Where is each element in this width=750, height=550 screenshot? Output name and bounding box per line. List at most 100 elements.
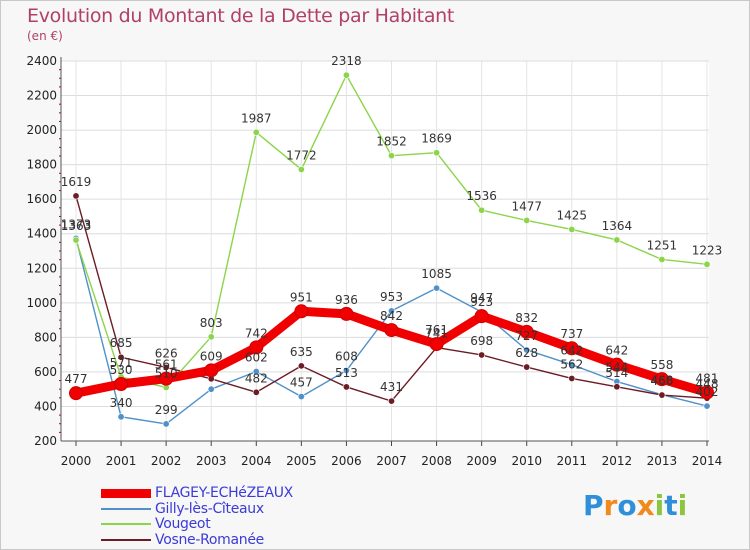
data-point [474, 309, 489, 324]
legend-label: FLAGEY-ECHéZEAUX [155, 485, 293, 501]
data-point [342, 367, 350, 375]
data-label: 1223 [692, 243, 723, 257]
y-tick-label: 2200 [26, 89, 57, 103]
data-point [72, 236, 80, 244]
data-label: 448 [696, 377, 719, 391]
data-label: 628 [515, 346, 538, 360]
data-point [117, 413, 125, 421]
data-point [114, 377, 129, 391]
data-point [613, 383, 621, 391]
data-label: 626 [155, 346, 178, 360]
data-label: 642 [605, 344, 628, 358]
legend-swatch [101, 523, 151, 525]
x-tick-label: 2013 [647, 454, 678, 468]
data-point [568, 225, 576, 233]
data-label: 727 [515, 329, 538, 343]
data-label: 1477 [511, 199, 542, 213]
y-tick-label: 1200 [26, 261, 57, 275]
data-label: 544 [605, 361, 628, 375]
data-point [342, 71, 350, 79]
data-point [658, 255, 666, 263]
data-label: 1364 [602, 219, 633, 233]
data-label: 1085 [421, 267, 452, 281]
data-point [297, 165, 305, 173]
data-point [384, 323, 399, 338]
data-label: 558 [650, 358, 673, 372]
data-label: 737 [560, 327, 583, 341]
data-point [252, 368, 260, 376]
x-tick-label: 2009 [466, 454, 497, 468]
data-point [478, 351, 486, 359]
data-label: 562 [560, 357, 583, 371]
legend-label: Vougeot [155, 516, 211, 532]
data-label: 947 [470, 291, 493, 305]
data-label: 402 [696, 385, 719, 399]
data-label: 2318 [331, 54, 362, 68]
data-label: 842 [380, 309, 403, 323]
data-point [294, 304, 309, 319]
data-point [609, 357, 624, 372]
data-point [433, 284, 441, 292]
legend-swatch [101, 538, 151, 541]
data-label: 923 [470, 295, 493, 309]
y-tick-label: 600 [34, 365, 57, 379]
data-point [339, 306, 354, 321]
data-label: 936 [335, 293, 358, 307]
data-point [207, 333, 215, 341]
data-label: 510 [155, 366, 178, 380]
series-lines [69, 71, 714, 428]
data-label: 953 [380, 290, 403, 304]
y-tick-label: 1800 [26, 158, 57, 172]
legend-swatch [101, 489, 151, 498]
x-tick-label: 2008 [421, 454, 452, 468]
data-point [252, 128, 260, 136]
data-point [523, 216, 531, 224]
data-point [658, 391, 666, 399]
data-point [478, 206, 486, 214]
data-label: 514 [605, 366, 628, 380]
data-point [162, 420, 170, 428]
data-label: 609 [200, 349, 223, 363]
data-label: 761 [425, 323, 448, 337]
x-tick-label: 2000 [61, 454, 92, 468]
y-tick-label: 800 [34, 330, 57, 344]
data-label: 481 [696, 371, 719, 385]
data-label: 1363 [61, 219, 92, 233]
data-label: 698 [470, 334, 493, 348]
data-label: 468 [650, 374, 673, 388]
data-label: 742 [245, 326, 268, 340]
data-point [207, 385, 215, 393]
y-tick-label: 200 [34, 434, 57, 448]
data-label: 832 [515, 311, 538, 325]
data-point [297, 362, 305, 370]
data-point [249, 340, 264, 355]
x-tick-label: 2014 [692, 454, 723, 468]
x-tick-label: 2006 [331, 454, 362, 468]
axes: 200 400 600 800 1000 1200 1400 1600 1800 2000 2200… [26, 54, 722, 468]
data-label: 466 [650, 374, 673, 388]
y-tick-label: 400 [34, 399, 57, 413]
logo-letter: o [617, 489, 637, 522]
logo-letter: x [636, 489, 655, 522]
data-point [519, 324, 534, 339]
data-point [387, 307, 395, 315]
data-label: 477 [65, 372, 88, 386]
data-point [387, 397, 395, 405]
data-label: 602 [245, 351, 268, 365]
legend-label: Vosne-Romanée [155, 531, 264, 548]
logo-letter: i [677, 489, 688, 522]
data-label: 340 [110, 396, 133, 410]
data-label: 1619 [61, 175, 92, 189]
data-label: 1772 [286, 148, 317, 162]
data-point [297, 393, 305, 401]
data-label: 635 [290, 345, 313, 359]
data-labels: 1373 340 299 602 457 608 953 1085 947 727 642 544 46… [61, 54, 723, 417]
chart-title: Evolution du Montant de la Dette par Hab… [27, 5, 455, 27]
data-point [523, 363, 531, 371]
x-tick-label: 2001 [106, 454, 137, 468]
data-label: 571 [110, 356, 133, 370]
data-label: 457 [290, 376, 313, 390]
data-point [159, 371, 174, 386]
data-label: 1425 [557, 208, 588, 222]
logo-letter: P [583, 489, 604, 522]
